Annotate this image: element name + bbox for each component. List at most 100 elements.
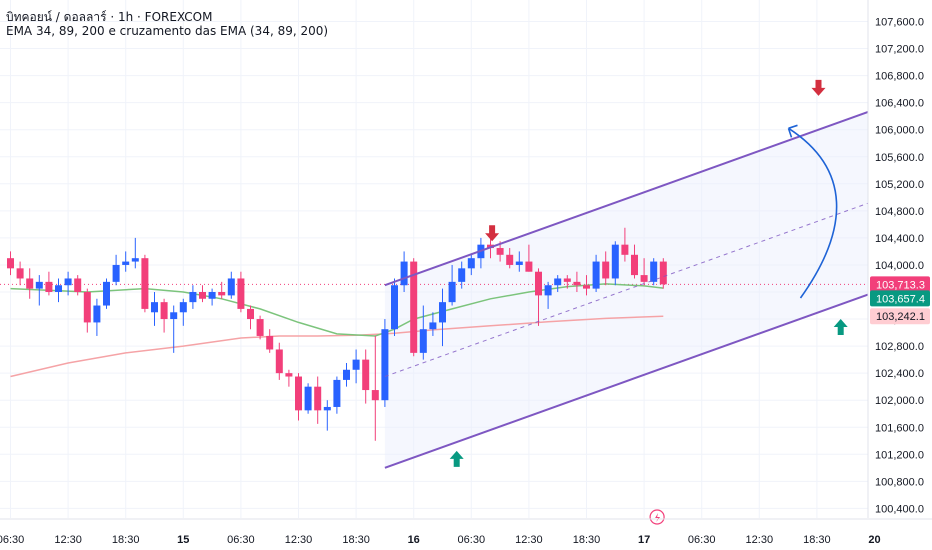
candle[interactable]	[544, 281, 552, 309]
time-axis[interactable]: 06:30 12:30 18:30 15 06:30 12:30 18:30 16 06:30 1…	[0, 518, 932, 546]
candle-body	[160, 302, 168, 320]
candle[interactable]	[247, 305, 254, 330]
candle[interactable]	[506, 248, 514, 269]
candle[interactable]	[199, 285, 206, 303]
channel-upper-line[interactable]	[384, 98, 904, 287]
candle[interactable]	[45, 271, 53, 296]
candle[interactable]	[131, 237, 139, 269]
candle[interactable]	[323, 400, 331, 431]
candle[interactable]	[583, 275, 590, 296]
candle[interactable]	[659, 258, 667, 289]
candle-body	[199, 292, 206, 299]
candle[interactable]	[151, 292, 158, 326]
candle[interactable]	[439, 288, 446, 347]
candle[interactable]	[640, 258, 648, 286]
candle[interactable]	[122, 251, 130, 272]
candle[interactable]	[650, 258, 658, 286]
candle[interactable]	[391, 278, 398, 336]
candle[interactable]	[16, 261, 24, 286]
candle[interactable]	[208, 288, 216, 306]
candle[interactable]	[179, 298, 187, 326]
price-tick-label: 102,000.0	[875, 395, 924, 407]
candle[interactable]	[112, 254, 120, 286]
candle[interactable]	[362, 349, 370, 404]
price-axis[interactable]: 100,400.0 100,800.0 101,200.0 101,600.0 102,…	[867, 0, 932, 550]
candle[interactable]	[602, 251, 610, 286]
candle[interactable]	[266, 329, 274, 353]
candle[interactable]	[35, 275, 43, 306]
candle[interactable]	[295, 373, 302, 421]
candle[interactable]	[333, 376, 341, 414]
candle[interactable]	[7, 251, 14, 276]
candle[interactable]	[83, 288, 91, 333]
price-badge-ema_fast	[870, 290, 930, 307]
candle[interactable]	[55, 278, 62, 303]
candle-body	[7, 258, 14, 269]
candle[interactable]	[103, 278, 110, 309]
candle[interactable]	[189, 285, 197, 309]
candle-body	[83, 292, 91, 323]
candle[interactable]	[592, 254, 600, 292]
candle[interactable]	[170, 305, 178, 353]
candle[interactable]	[237, 271, 245, 313]
channel-mid-line[interactable]	[384, 190, 904, 378]
candle[interactable]	[621, 227, 629, 262]
candle-body	[602, 261, 610, 279]
candle-body	[131, 258, 139, 262]
candle-body	[343, 369, 350, 380]
down-arrow-icon	[485, 225, 500, 242]
candle[interactable]	[74, 275, 82, 296]
candle[interactable]	[563, 275, 571, 289]
candle[interactable]	[554, 275, 562, 292]
candle-body	[247, 308, 254, 320]
indicator-legend[interactable]: EMA 34, 89, 200 e cruzamento das EMA (34…	[6, 24, 329, 38]
candle-body	[429, 322, 437, 330]
candle[interactable]	[343, 363, 350, 387]
candle-body	[218, 292, 226, 296]
candle[interactable]	[381, 319, 389, 407]
candle-body	[295, 376, 302, 411]
candle[interactable]	[314, 376, 322, 424]
chart-title: บิทคอยน์ / ดอลลาร์ · 1h · FOREXCOM	[6, 10, 213, 24]
candle[interactable]	[160, 298, 168, 333]
candle[interactable]	[419, 305, 427, 360]
channel-lower-line[interactable]	[384, 280, 904, 469]
candle[interactable]	[93, 298, 101, 336]
candle-body	[179, 302, 187, 313]
candle[interactable]	[458, 261, 466, 289]
candle[interactable]	[352, 349, 360, 384]
candle-body	[74, 278, 82, 292]
candle[interactable]	[535, 268, 542, 326]
candle[interactable]	[275, 342, 283, 380]
price-tick-label: 100,800.0	[875, 476, 924, 488]
candle[interactable]	[285, 369, 293, 387]
candle[interactable]	[410, 258, 418, 357]
candle-body	[631, 254, 638, 276]
candle[interactable]	[64, 271, 72, 296]
candle[interactable]	[400, 251, 408, 292]
candle[interactable]	[429, 312, 437, 336]
candle[interactable]	[611, 241, 619, 286]
time-tick-label: 12:30	[54, 534, 82, 546]
candle[interactable]	[515, 251, 523, 272]
price-tick-label: 102,800.0	[875, 341, 924, 353]
candle[interactable]	[573, 271, 581, 292]
candle[interactable]	[467, 254, 475, 276]
candle[interactable]	[304, 383, 312, 414]
candle[interactable]	[448, 264, 456, 306]
candle[interactable]	[256, 315, 264, 340]
candle-body	[535, 271, 542, 296]
candle[interactable]	[141, 254, 149, 313]
candle[interactable]	[218, 281, 226, 299]
candle-body	[323, 406, 331, 411]
candle[interactable]	[26, 268, 34, 299]
candle[interactable]	[227, 271, 235, 299]
curved-arrow[interactable]	[788, 127, 838, 299]
candle[interactable]	[371, 335, 379, 441]
candle[interactable]	[631, 244, 638, 279]
price-tick-label: 105,600.0	[875, 152, 924, 164]
candle-body	[304, 386, 312, 411]
price-badge-ema_slow	[870, 308, 930, 325]
candle[interactable]	[525, 244, 533, 272]
